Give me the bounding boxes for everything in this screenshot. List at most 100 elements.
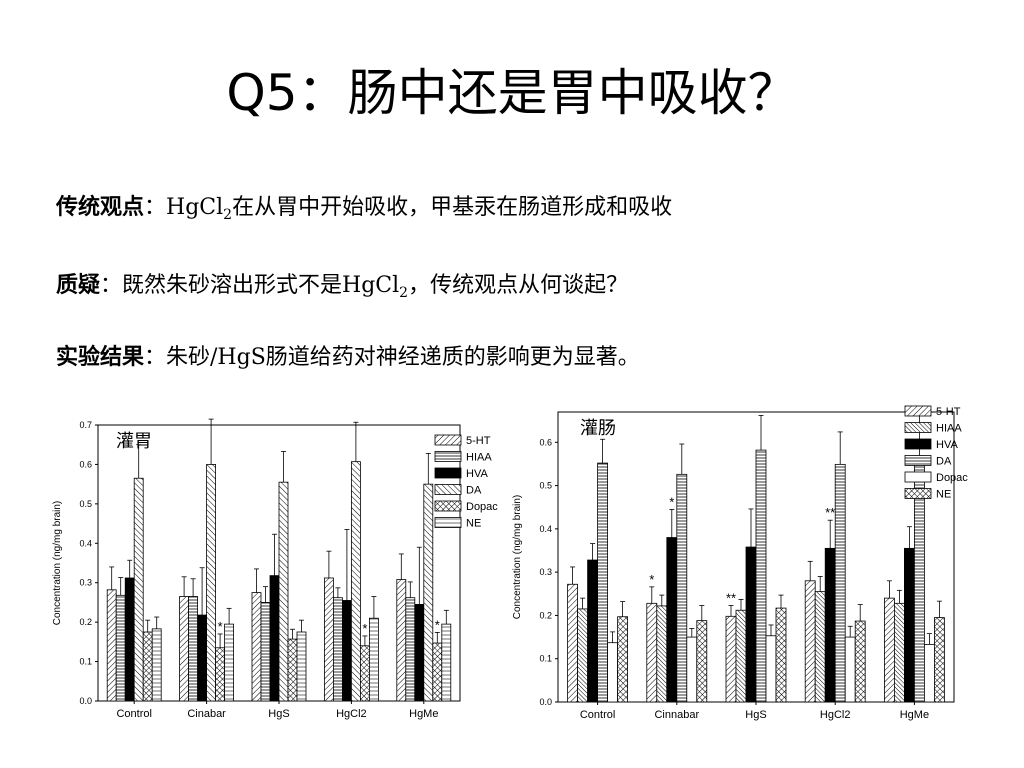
legend-swatch [434,517,462,528]
significance-mark: * [218,619,223,634]
bar [423,483,434,702]
significance-mark: * [362,621,367,636]
legend-label: HVA [466,468,488,480]
bar [341,600,352,702]
bar [666,537,678,703]
legend-swatch [434,467,462,479]
bar [405,597,416,702]
bar [188,596,199,702]
traditional-view-text-b: 在从胃中开始吸收，甲基汞在肠道形成和吸收 [232,195,673,220]
bar [278,481,289,702]
bar [696,620,708,703]
bar [656,605,668,703]
result-text: ：朱砂/HgS肠道给药对神经递质的影响更为显著。 [144,345,640,370]
bar [179,596,190,702]
x-tick-label: HgCl2 [820,709,851,721]
question-text-a: ：既然朱砂溶出形式不是HgCl [100,273,400,298]
x-tick-label: Control [580,709,615,721]
legend-swatch [904,488,932,499]
legend-swatch [904,438,932,450]
bar [735,609,747,703]
y-tick-label: 0.4 [79,538,92,548]
significance-mark: ** [825,505,835,520]
legend-label: Dopac [466,501,498,513]
bar [350,461,361,702]
legend-swatch [904,471,932,483]
bar [414,603,425,702]
y-tick-label: 0.3 [79,578,92,588]
question-text-b: ，传统观点从何谈起？ [408,273,629,298]
legend-swatch [904,405,932,417]
result-label: 实验结果 [56,345,145,370]
bar [775,607,787,703]
legend-label: HIAA [466,452,492,464]
y-tick-label: 0.5 [79,499,92,509]
bar [923,644,935,703]
bar [844,636,856,703]
legend-label: HVA [936,439,958,451]
bar [607,642,618,703]
bar [359,645,370,702]
bar [567,583,578,703]
x-tick-label: Cinabar [187,708,226,720]
bar [646,602,658,703]
bar [323,577,334,702]
bar [296,631,307,702]
bar [903,547,915,703]
chart-title: 灌肠 [580,418,616,439]
x-tick-label: HgMe [409,708,438,720]
bar [893,602,905,703]
bar [142,631,153,702]
bar [686,636,698,703]
significance-mark: ** [726,590,736,605]
legend-swatch [434,500,462,512]
bar [287,638,298,702]
bar [617,616,628,703]
bar [432,642,443,702]
bar [745,546,757,703]
bar [804,580,816,703]
traditional-view-label: 传统观点 [56,195,145,220]
bar [251,592,262,702]
bar [106,589,117,702]
y-tick-label: 0.0 [79,696,92,706]
legend-swatch [904,422,932,433]
bar [133,477,144,702]
bar [124,577,135,702]
bar [725,615,737,703]
y-tick-label: 0.2 [79,617,92,627]
y-axis-label: Concentration (ng/mg brain) [52,501,63,626]
bar [854,620,866,703]
y-tick-label: 0.2 [539,610,552,620]
bar [197,614,208,702]
bar [814,591,826,703]
bar [933,617,945,703]
significance-mark: * [669,494,674,509]
y-tick-label: 0.1 [539,654,552,664]
bar [115,594,126,702]
legend-swatch [434,434,462,446]
bar [368,617,379,702]
question-line: 质疑：既然朱砂溶出形式不是HgCl2，传统观点从何谈起？ [56,271,628,308]
bar [441,623,452,702]
y-tick-label: 0.5 [539,481,552,491]
bar [755,449,767,703]
y-tick-label: 0.7 [79,420,92,430]
legend-label: 5-HT [466,435,491,447]
bar [765,635,777,703]
x-tick-label: Cinnabar [654,709,699,721]
enema-chart: 0.0 0.1 0.2 0.3 0.4 0.5 0.6 Concentration (ng/m… [512,405,968,721]
gavage-chart: 0.0 0.1 0.2 0.3 0.4 0.5 0.6 0.7 Concentration (n… [52,418,498,720]
y-tick-label: 0.1 [79,657,92,667]
bar [206,464,217,702]
x-tick-label: HgS [745,709,766,721]
legend-label: HIAA [936,423,962,435]
x-tick-label: HgCl2 [336,708,367,720]
traditional-view-text-a: ：HgCl [144,195,224,220]
y-tick-label: 0.3 [539,567,552,577]
legend-label: NE [466,518,481,530]
bar [597,462,608,703]
result-line: 实验结果：朱砂/HgS肠道给药对神经递质的影响更为显著。 [56,343,640,373]
legend-label: Dopac [936,472,968,484]
bar [224,623,235,702]
